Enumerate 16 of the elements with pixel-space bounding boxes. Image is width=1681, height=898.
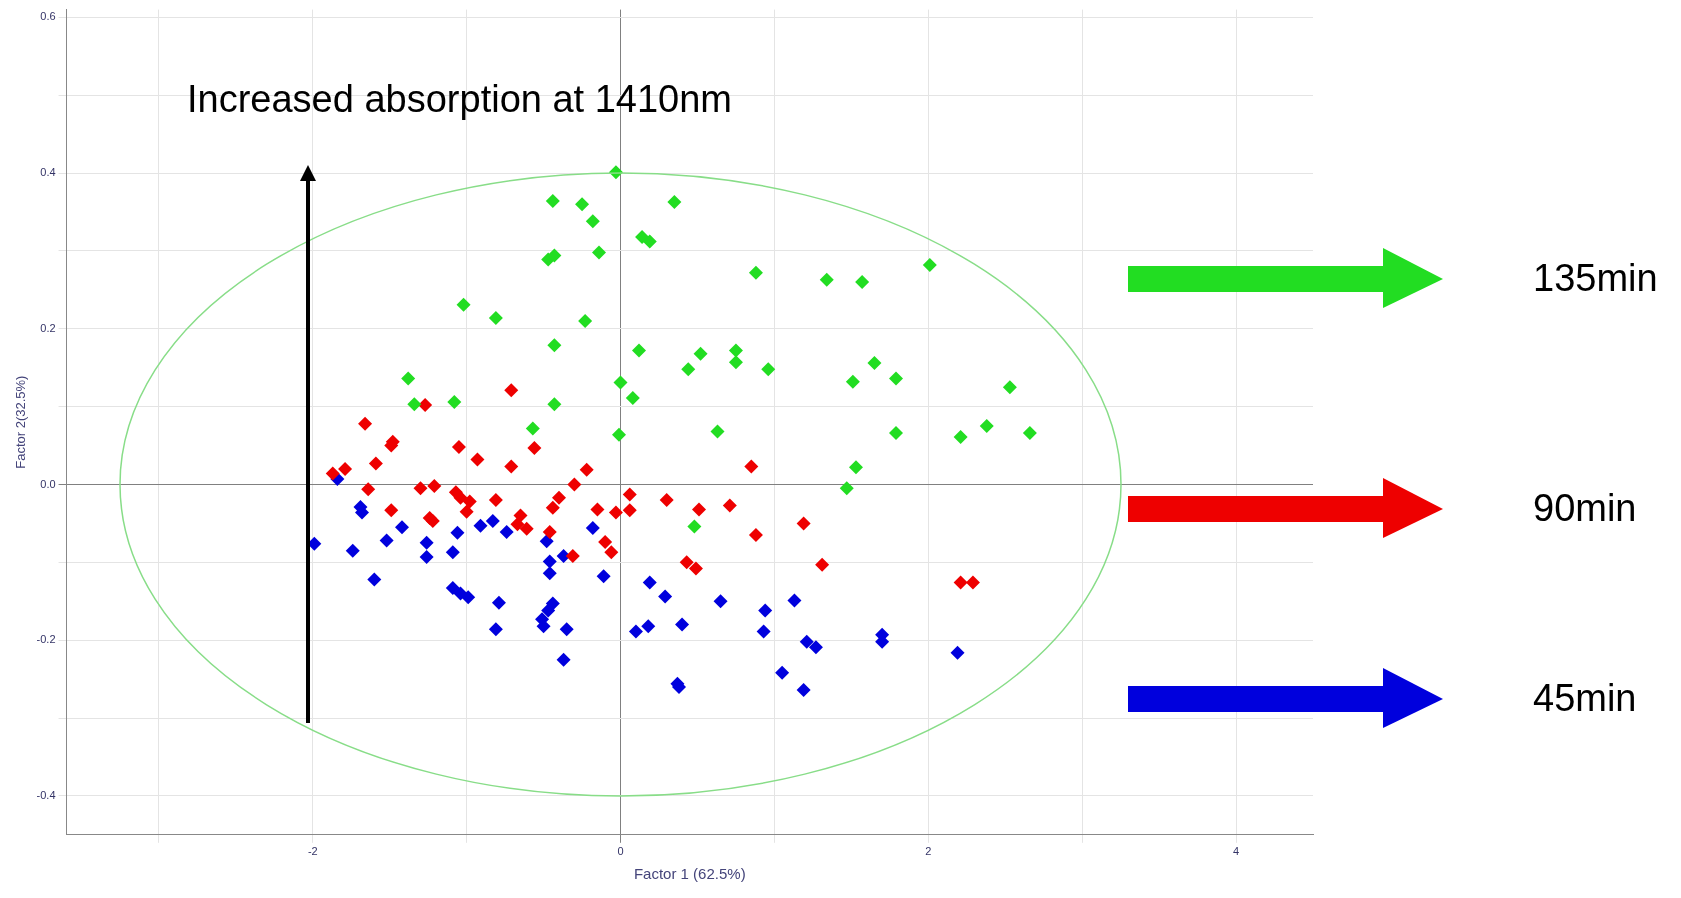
y-tick-label: -0.2 <box>36 633 56 646</box>
x-axis-title: Factor 1 (62.5%) <box>633 865 746 883</box>
y-tick-label: 0.4 <box>40 166 56 179</box>
legend-label: 90min <box>1533 486 1637 530</box>
y-tick-label: 0.6 <box>40 10 56 23</box>
x-tick-label: 4 <box>1233 845 1240 858</box>
y-tick-label: 0.2 <box>40 321 56 334</box>
legend-label: 45min <box>1533 676 1637 720</box>
legend-label: 135min <box>1533 256 1658 300</box>
x-tick-label: 2 <box>925 845 932 858</box>
x-tick-label: 0 <box>617 845 624 858</box>
annotation: Increased absorption at 1410nm <box>187 78 733 121</box>
y-tick-label: -0.4 <box>36 788 56 801</box>
y-axis-title: Factor 2(32.5%) <box>13 375 29 469</box>
y-tick-label: 0.0 <box>40 477 56 490</box>
x-tick-label: -2 <box>307 845 318 858</box>
